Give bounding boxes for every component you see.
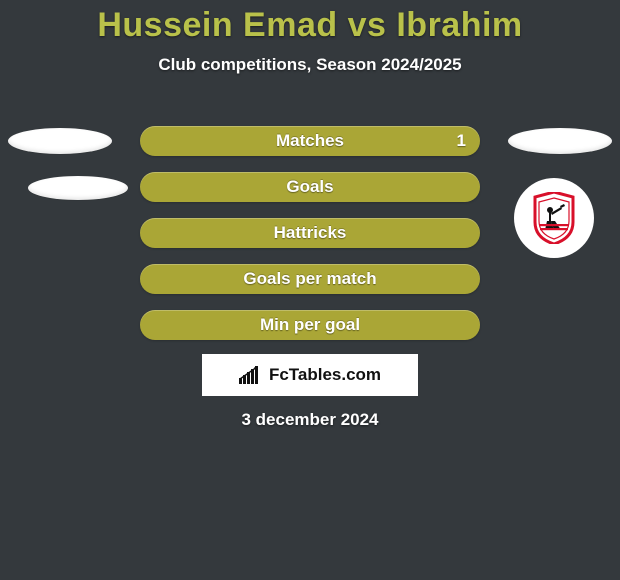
stat-row: Hattricks (0, 210, 620, 256)
stat-bar: Goals per match (140, 264, 480, 294)
stat-label: Min per goal (260, 315, 360, 335)
stat-bar: Min per goal (140, 310, 480, 340)
compare-region: Matches 1 Goals Hattricks Goals per match Min… (0, 118, 620, 348)
stat-label: Goals per match (243, 269, 376, 289)
stat-label: Hattricks (274, 223, 347, 243)
page-subtitle: Club competitions, Season 2024/2025 (0, 55, 620, 75)
stat-row: Goals per match (0, 256, 620, 302)
stat-row: Matches 1 (0, 118, 620, 164)
stat-row: Min per goal (0, 302, 620, 348)
watermark: FcTables.com (202, 354, 418, 396)
stat-bar: Hattricks (140, 218, 480, 248)
stat-bar: Goals (140, 172, 480, 202)
page-title: Hussein Emad vs Ibrahim (0, 0, 620, 45)
stat-bar: Matches 1 (140, 126, 480, 156)
watermark-text: FcTables.com (269, 365, 381, 385)
generation-date: 3 december 2024 (0, 410, 620, 430)
stat-label: Matches (276, 131, 344, 151)
stat-label: Goals (286, 177, 333, 197)
stat-row: Goals (0, 164, 620, 210)
fctables-logo-icon (239, 366, 263, 384)
stat-value-right: 1 (457, 126, 466, 156)
comparison-panel: Hussein Emad vs Ibrahim Club competition… (0, 0, 620, 580)
